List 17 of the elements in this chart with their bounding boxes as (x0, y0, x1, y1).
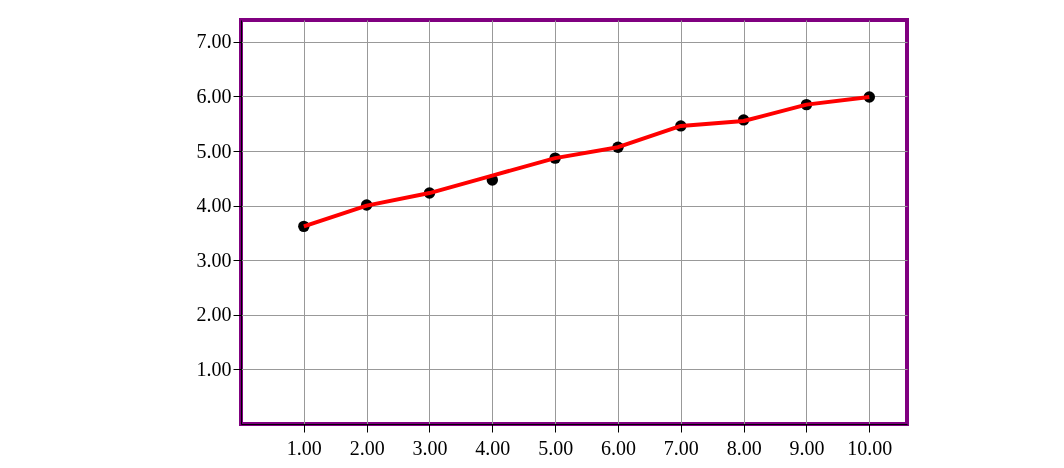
x-tick-label: 7.00 (663, 436, 699, 459)
x-tick-label: 10.00 (847, 436, 893, 459)
y-tick-label: 2.00 (196, 303, 232, 326)
x-tick-label: 5.00 (538, 436, 574, 459)
y-tick-label: 1.00 (196, 357, 232, 380)
x-tick-label: 2.00 (349, 436, 385, 459)
x-tick-label: 6.00 (600, 436, 636, 459)
y-tick-label: 4.00 (196, 194, 232, 217)
y-tick-label: 7.00 (196, 30, 232, 53)
x-tick-label: 8.00 (726, 436, 762, 459)
y-tick-label: 3.00 (196, 248, 232, 271)
y-tick-label: 5.00 (196, 139, 232, 162)
x-tick-label: 4.00 (475, 436, 511, 459)
x-tick-label: 1.00 (286, 436, 322, 459)
x-tick-label: 3.00 (412, 436, 448, 459)
y-tick-label: 6.00 (196, 84, 232, 107)
x-tick-label: 9.00 (789, 436, 825, 459)
